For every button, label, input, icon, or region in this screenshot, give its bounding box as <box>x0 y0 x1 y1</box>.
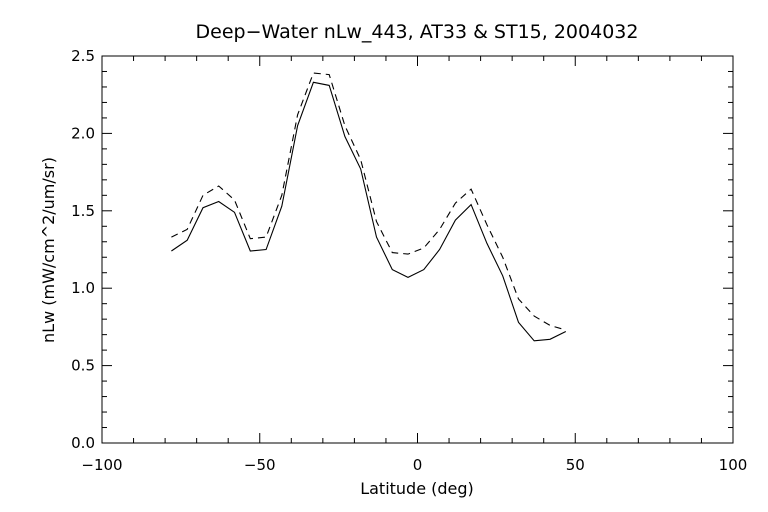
x-tick-label: −100 <box>81 456 122 474</box>
y-tick-label: 1.5 <box>71 202 95 220</box>
y-tick-label: 2.5 <box>71 47 95 65</box>
data-series <box>171 72 567 342</box>
x-tick-label: 50 <box>566 456 585 474</box>
x-tick-label: 100 <box>719 456 748 474</box>
axis-ticks <box>101 55 734 444</box>
y-tick-label: 0.0 <box>71 434 95 452</box>
y-tick-label: 0.5 <box>71 357 95 375</box>
y-axis-label: nLw (mW/cm^2/um/sr) <box>39 157 58 343</box>
y-tick-label: 2.0 <box>71 124 95 142</box>
x-axis-label: Latitude (deg) <box>360 479 474 498</box>
x-tick-labels: −100 −50 0 50 100 <box>81 456 747 474</box>
plot-frame <box>101 55 734 444</box>
chart-title: Deep−Water nLw_443, AT33 & ST15, 2004032 <box>196 21 639 43</box>
y-tick-labels: 0.0 0.5 1.0 1.5 2.0 2.5 <box>71 47 95 452</box>
x-tick-label: 0 <box>413 456 423 474</box>
series-line-solid <box>171 81 567 342</box>
series-line-dashed <box>171 72 566 331</box>
x-tick-label: −50 <box>244 456 276 474</box>
plot-axes <box>101 55 734 444</box>
y-tick-label: 1.0 <box>71 279 95 297</box>
